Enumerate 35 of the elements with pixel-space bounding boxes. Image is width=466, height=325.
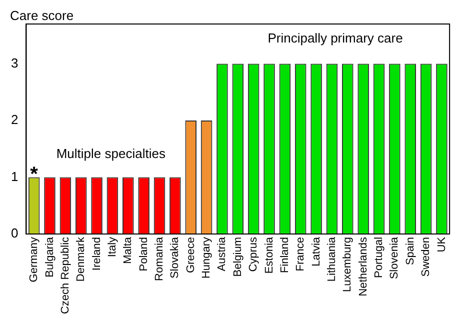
x-tick-label: Finland: [278, 236, 291, 274]
x-tick-label: Belgium: [232, 236, 244, 277]
x-tick-label: Slovenia: [388, 236, 401, 280]
x-tick-label: Cyprus: [248, 236, 260, 272]
y-axis-title: Care score: [10, 8, 74, 24]
x-tick-label: Sweden: [420, 236, 432, 277]
x-tick-label: Ireland: [90, 236, 103, 271]
x-tick-label: Lithuania: [326, 236, 338, 282]
annotation: Principally primary care: [268, 30, 403, 46]
x-tick-label: Italy: [106, 236, 118, 258]
y-tick-label: 1: [10, 168, 18, 184]
x-tick-label: Denmark: [75, 236, 88, 282]
x-tick-label: Estonia: [263, 236, 276, 274]
x-tick-label: Poland: [138, 236, 150, 272]
x-tick-label: Latvia: [310, 236, 322, 266]
x-tick-label: Slovakia: [169, 236, 182, 279]
x-tick-label: Romania: [154, 236, 166, 281]
x-tick-label: Netherlands: [357, 236, 370, 296]
x-tick-label: Spain: [404, 236, 416, 266]
y-tick-label: 0: [10, 226, 18, 241]
x-tick-label: UK: [436, 236, 448, 252]
y-tick-label: 3: [10, 55, 18, 70]
x-tick-label: Luxemburg: [342, 236, 354, 292]
x-tick-label: Austria: [216, 236, 228, 272]
x-tick-label: Greece: [184, 236, 197, 274]
x-tick-label: Portugal: [373, 236, 386, 278]
x-tick-label: France: [294, 236, 307, 272]
x-tick-label: Germany: [28, 236, 40, 282]
x-tick-label: Bulgaria: [44, 236, 56, 278]
x-tick-label: Czech Republic: [59, 236, 72, 314]
x-tick-label: Hungary: [200, 236, 213, 279]
y-tick-label: 2: [10, 112, 18, 128]
x-tick-label: Malta: [122, 236, 134, 264]
annotation: Multiple specialties: [56, 146, 166, 161]
annotation: *: [30, 164, 38, 186]
